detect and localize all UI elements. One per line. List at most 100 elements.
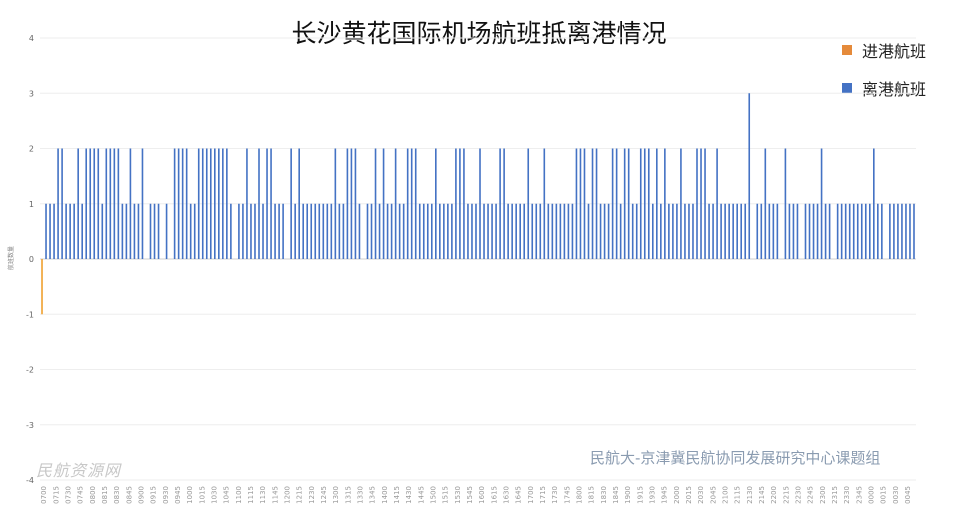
bar-departure — [704, 148, 706, 259]
bar-departure — [776, 203, 779, 259]
x-tick-label: 0930 — [162, 486, 170, 504]
y-tick-label: 2 — [29, 145, 34, 154]
bar-departure — [197, 148, 200, 259]
x-tick-label: 1300 — [332, 486, 340, 504]
bar-departure — [366, 203, 369, 259]
x-tick-label: 0015 — [880, 486, 888, 504]
x-tick-label: 0745 — [77, 486, 85, 504]
bar-departure — [81, 203, 83, 259]
bar-departure — [664, 148, 666, 259]
x-tick-label: 1715 — [539, 486, 547, 504]
bar-departure — [418, 203, 421, 259]
bar-departure — [278, 203, 280, 259]
bar-departure — [378, 203, 381, 259]
bar-departure — [527, 148, 530, 259]
x-tick-label: 1230 — [308, 486, 316, 504]
bar-departure — [141, 148, 144, 259]
x-tick-label: 1945 — [661, 486, 669, 504]
x-tick-label: 0830 — [113, 486, 121, 504]
bar-departure — [294, 203, 296, 259]
bar-departure — [647, 148, 650, 259]
bar-departure — [439, 203, 441, 259]
x-tick-label: 0045 — [904, 486, 912, 504]
bar-departure — [523, 203, 526, 259]
bar-departure — [93, 148, 96, 259]
bar-departure — [258, 148, 260, 259]
x-tick-label: 0715 — [52, 486, 60, 504]
x-tick-label: 1930 — [648, 486, 656, 504]
x-tick-label: 2015 — [685, 486, 693, 504]
x-tick-label: 0945 — [174, 486, 182, 504]
bar-departure — [756, 203, 759, 259]
bar-departure — [563, 203, 566, 259]
bar-departure — [901, 203, 903, 259]
x-tick-label: 0915 — [150, 486, 158, 504]
credit-text: 民航大-京津冀民航协同发展研究中心课题组 — [590, 449, 881, 467]
bar-departure — [764, 148, 767, 259]
bar-departure — [615, 148, 618, 259]
bar-departure — [668, 203, 670, 259]
bar-departure — [551, 203, 554, 259]
bar-departure — [768, 203, 771, 259]
x-tick-label: 2215 — [782, 486, 790, 504]
bar-departure — [491, 203, 493, 259]
legend-swatch-arrivals — [842, 45, 852, 55]
bar-departure — [627, 148, 630, 259]
bar-departure — [105, 148, 108, 259]
bar-departure — [583, 148, 586, 259]
bar-departure — [218, 148, 220, 259]
bar-departure — [57, 148, 59, 259]
x-tick-label: 1845 — [612, 486, 620, 504]
bar-departure — [354, 148, 357, 259]
x-tick-label: 1130 — [259, 486, 267, 504]
bar-departure — [97, 148, 100, 259]
bar-departure — [410, 148, 413, 259]
bar-departure — [370, 203, 373, 259]
bar-departure — [45, 203, 47, 259]
bar-departure — [796, 203, 799, 259]
x-tick-label: 1200 — [283, 486, 291, 504]
bar-departure — [201, 148, 204, 259]
bar-departure — [483, 203, 485, 259]
bar-departure — [792, 203, 795, 259]
bar-departure — [788, 203, 791, 259]
x-tick-label: 1500 — [429, 486, 437, 504]
x-tick-label: 2345 — [855, 486, 863, 504]
bar-departure — [744, 203, 747, 259]
bar-departure — [455, 148, 457, 259]
bar-departure — [852, 203, 855, 259]
bar-departure — [836, 203, 839, 259]
x-tick-label: 2130 — [746, 486, 754, 504]
bar-departure — [125, 203, 128, 259]
bar-departure — [262, 203, 264, 259]
bar-departure — [85, 148, 88, 259]
bar-departure — [129, 148, 132, 259]
bar-departure — [877, 203, 879, 259]
bar-departure — [266, 148, 268, 259]
x-tick-label: 0800 — [89, 486, 97, 504]
bar-departure — [358, 203, 361, 259]
bar-departure — [226, 148, 228, 259]
x-tick-label: 1115 — [247, 486, 255, 504]
bar-departure — [246, 148, 248, 259]
bar-departure — [712, 203, 714, 259]
bar-departure — [740, 203, 743, 259]
x-tick-label: 1615 — [490, 486, 498, 504]
x-tick-label: 1630 — [502, 486, 510, 504]
bar-departure — [435, 148, 437, 259]
bar-departure — [503, 148, 505, 259]
bar-departure — [515, 203, 517, 259]
bar-departure — [571, 203, 574, 259]
bar-departure — [511, 203, 513, 259]
bar-departure — [816, 203, 819, 259]
x-tick-label: 0700 — [40, 486, 48, 504]
bar-departure — [189, 203, 192, 259]
x-tick-label: 1545 — [466, 486, 474, 504]
bar-departure — [519, 203, 521, 259]
bar-departure — [579, 148, 582, 259]
x-tick-label: 1830 — [600, 486, 608, 504]
x-tick-label: 0845 — [125, 486, 133, 504]
bar-departure — [893, 203, 895, 259]
y-tick-label: -4 — [26, 476, 34, 485]
bar-departure — [73, 203, 75, 259]
